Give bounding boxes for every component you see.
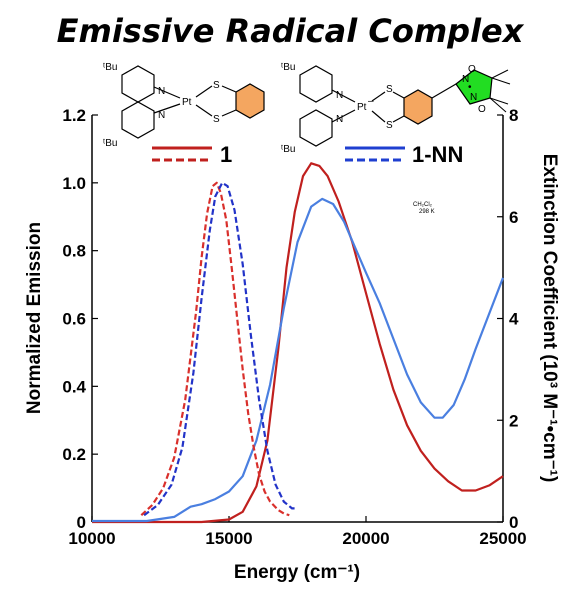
y-tick-label-left: 0.2 (62, 445, 86, 464)
y-tick-label-left: 0.6 (62, 310, 86, 329)
series-layer (92, 162, 505, 524)
n-label-bottom-1: N (158, 110, 165, 121)
legend: 1 1-NN (152, 142, 463, 167)
chart-title: Emissive Radical Complex (57, 12, 525, 50)
x-tick-label: 10000 (68, 529, 115, 548)
series-1-NN-solid-line (92, 197, 505, 523)
x-axis-label: Energy (cm⁻¹) (234, 562, 360, 583)
tbu-label-top-nn: ᵗBu (281, 62, 295, 73)
pt-label-1: Pt (182, 97, 192, 108)
y-axis-label-left: Normalized Emission (24, 222, 45, 414)
y-tick-label-right: 2 (509, 411, 518, 430)
structure-complex-1-nn: ᵗBu ᵗBu N N Pt – S S O O N N • (281, 62, 511, 155)
structure-complex-1: ᵗBu ᵗBu N N Pt S S (103, 62, 265, 149)
y-tick-label-left: 0 (77, 513, 86, 532)
charge-label-nn: – (368, 96, 374, 107)
legend-label-1nn: 1-NN (412, 142, 463, 167)
y-tick-label-left: 1.0 (62, 174, 86, 193)
x-tick-label: 15000 (205, 529, 252, 548)
y-tick-label-left: 0.8 (62, 242, 86, 261)
y-tick-label-left: 1.2 (62, 106, 86, 125)
o-label-bottom-nn: O (478, 104, 486, 115)
n-label-radical-bottom: N (470, 92, 477, 103)
tbu-label-bottom-nn: ᵗBu (281, 144, 295, 155)
series-1-solid-line (92, 162, 504, 524)
o-label-top-nn: O (468, 64, 476, 75)
series-1-dashed-line (140, 181, 290, 517)
y-tick-label-right: 6 (509, 208, 518, 227)
tick-layer: 10000 15000 20000 2500000.20.40.60.81.01.20… (62, 106, 526, 548)
s-label-bottom-nn: S (386, 120, 393, 131)
radical-dot: • (468, 82, 472, 93)
y-tick-label-right: 8 (509, 106, 518, 125)
n-label-bottom-nn: N (336, 114, 343, 125)
s-label-top-nn: S (386, 84, 393, 95)
n-label-radical-top: N (462, 74, 469, 85)
tbu-label-top-1: ᵗBu (103, 62, 117, 73)
y-tick-label-right: 0 (509, 513, 518, 532)
n-label-top-1: N (158, 86, 165, 97)
y-axis-label-right: Extinction Coefficient (10³ M⁻¹•cm⁻¹) (539, 154, 560, 483)
annotation-solvent: CH₂Cl₂ (413, 202, 433, 208)
legend-label-1: 1 (220, 142, 232, 167)
tbu-label-bottom-1: ᵗBu (103, 138, 117, 149)
y-tick-label-right: 4 (509, 310, 519, 329)
annotation-temperature: 298 K (419, 209, 435, 215)
s-label-top-1: S (213, 80, 220, 91)
s-label-bottom-1: S (213, 114, 220, 125)
x-tick-label: 20000 (342, 529, 389, 548)
series-1-NN-dashed-line (143, 181, 298, 517)
pt-label-nn: Pt (357, 102, 367, 113)
n-label-top-nn: N (336, 90, 343, 101)
x-tick-label: 25000 (479, 529, 526, 548)
y-tick-label-left: 0.4 (62, 377, 86, 396)
